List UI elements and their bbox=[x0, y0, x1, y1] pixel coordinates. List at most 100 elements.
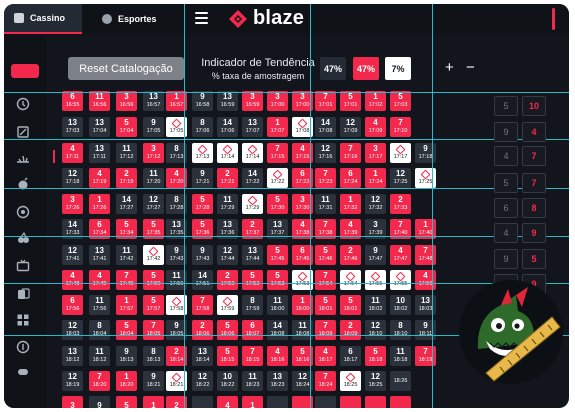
result-cell: 11 17:20 bbox=[143, 168, 164, 188]
result-number: 8 bbox=[174, 195, 179, 205]
result-cell: 13 16:57 bbox=[143, 91, 164, 111]
coin-icon[interactable] bbox=[15, 339, 31, 355]
result-time: 17:25 bbox=[393, 179, 408, 186]
result-time: 17:47 bbox=[393, 256, 408, 263]
result-cell: 14 17:06 bbox=[217, 117, 238, 137]
notification-icon[interactable] bbox=[552, 8, 555, 30]
zoom-in-button[interactable]: + bbox=[445, 59, 454, 76]
grid-icon[interactable] bbox=[15, 312, 31, 328]
tab-casino[interactable]: Cassino bbox=[4, 4, 82, 34]
result-cell: 14 17:27 bbox=[116, 194, 137, 214]
crash-icon[interactable] bbox=[15, 151, 31, 167]
result-cell: 12 18:19 bbox=[62, 371, 83, 391]
result-number: 3 bbox=[151, 144, 156, 154]
result-time: 18:17 bbox=[318, 357, 333, 364]
result-number: 1 bbox=[250, 401, 255, 409]
result-cell: 12 17:41 bbox=[62, 245, 83, 265]
result-time: 17:15 bbox=[270, 154, 285, 161]
tab-sports[interactable]: Esportes bbox=[92, 4, 182, 34]
result-cell bbox=[390, 396, 411, 408]
result-cell: 3 17:12 bbox=[143, 143, 164, 163]
result-number: 12 bbox=[298, 372, 307, 382]
result-time: 17:14 bbox=[220, 153, 235, 160]
result-cell: 5 18:18 bbox=[365, 346, 386, 366]
result-cell: 1 17:02 bbox=[365, 91, 386, 111]
result-cell: 17:54 bbox=[340, 270, 361, 290]
blaze-diamond-icon bbox=[420, 169, 431, 180]
result-time: 17:25 bbox=[418, 178, 433, 185]
roulette-icon[interactable] bbox=[15, 204, 31, 220]
result-cell: 18:26 bbox=[390, 371, 411, 391]
active-indicator bbox=[53, 150, 55, 163]
sidebar-primary-button[interactable] bbox=[11, 64, 39, 78]
result-number: 13 bbox=[421, 296, 430, 306]
result-cell: 5 17:01 bbox=[340, 91, 361, 111]
result-number: 12 bbox=[371, 372, 380, 382]
result-cell: 11 17:56 bbox=[89, 295, 110, 315]
result-number: 14 bbox=[321, 118, 330, 128]
result-time: 17:01 bbox=[318, 102, 333, 109]
result-time: 17:23 bbox=[295, 179, 310, 186]
result-time: 17:57 bbox=[119, 306, 134, 313]
result-number: 7 bbox=[275, 144, 280, 154]
result-time: 17:35 bbox=[146, 230, 161, 237]
vertical-guide bbox=[432, 4, 433, 408]
result-time: 18:14 bbox=[195, 357, 210, 364]
result-cell: 2 17:52 bbox=[217, 270, 238, 290]
mines-icon[interactable] bbox=[15, 176, 31, 192]
result-cell: 7 17:48 bbox=[415, 245, 436, 265]
reset-catalog-button[interactable]: Reset Catalogação bbox=[68, 57, 184, 80]
brand-logo[interactable]: blaze bbox=[228, 7, 304, 30]
result-cell: 1 bbox=[242, 396, 263, 408]
result-cell: 13 17:07 bbox=[242, 117, 263, 137]
result-number: 5 bbox=[200, 195, 205, 205]
result-number: 3 bbox=[70, 401, 75, 409]
result-cell: 1 17:24 bbox=[365, 168, 386, 188]
result-time: 18:01 bbox=[343, 306, 358, 313]
result-number: 4 bbox=[348, 220, 353, 230]
sports-icon bbox=[102, 14, 112, 24]
result-cell: 2 17:19 bbox=[116, 168, 137, 188]
black-count-box: 6 bbox=[494, 198, 518, 218]
result-number: 4 bbox=[70, 144, 75, 154]
result-cell: 14 17:22 bbox=[242, 168, 263, 188]
result-time: 17:56 bbox=[418, 281, 433, 288]
result-time: 17:32 bbox=[343, 205, 358, 212]
result-number: 2 bbox=[174, 401, 179, 409]
result-time: 18:00 bbox=[295, 306, 310, 313]
menu-icon[interactable] bbox=[195, 12, 208, 24]
result-number: 5 bbox=[300, 347, 305, 357]
history-icon[interactable] bbox=[15, 96, 31, 112]
result-time: 18:06 bbox=[221, 332, 235, 338]
result-time: 17:13 bbox=[169, 154, 184, 161]
result-cell: 5 17:52 bbox=[242, 270, 263, 290]
result-cell: 818:04 bbox=[89, 320, 110, 340]
result-number: 7 bbox=[348, 144, 353, 154]
result-number: 12 bbox=[321, 144, 330, 154]
result-time: 17:52 bbox=[245, 281, 260, 288]
result-time: 18:03 bbox=[66, 332, 80, 338]
result-time: 17:34 bbox=[119, 230, 134, 237]
result-number: 10 bbox=[223, 372, 232, 382]
tv-icon[interactable] bbox=[15, 258, 31, 274]
result-time: 17:36 bbox=[220, 230, 235, 237]
result-cell: 1 17:40 bbox=[415, 219, 436, 239]
result-time: 17:17 bbox=[368, 154, 383, 161]
result-number: 9 bbox=[174, 246, 179, 256]
result-time: 17:33 bbox=[65, 230, 80, 237]
result-time: 18:22 bbox=[220, 382, 235, 389]
result-number: 5 bbox=[225, 321, 230, 331]
zoom-out-button[interactable]: − bbox=[466, 59, 475, 76]
horizontal-guide bbox=[4, 335, 569, 336]
result-cell: 2 bbox=[166, 396, 187, 408]
result-number: 5 bbox=[275, 195, 280, 205]
cards-icon[interactable] bbox=[15, 286, 31, 302]
result-time: 17:06 bbox=[220, 128, 235, 135]
result-number: 10 bbox=[396, 296, 405, 306]
fruits-icon[interactable] bbox=[15, 230, 31, 246]
result-time: 17:04 bbox=[92, 128, 107, 135]
more-games-icon[interactable] bbox=[15, 364, 31, 380]
result-cell: 2 17:21 bbox=[217, 168, 238, 188]
result-time: 17:11 bbox=[92, 154, 107, 161]
edit-icon[interactable] bbox=[15, 124, 31, 140]
